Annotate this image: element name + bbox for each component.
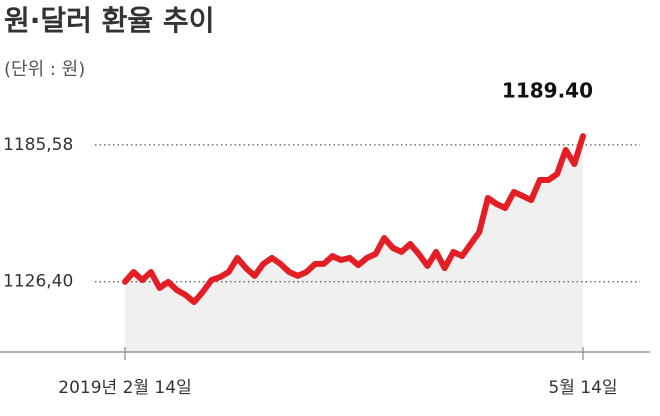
- x-tick-label: 5월 14일: [548, 378, 617, 398]
- x-tick-label: 2019년 2월 14일: [58, 378, 191, 398]
- y-tick-label: 1126,40: [3, 272, 73, 292]
- line: [122, 133, 586, 306]
- chart-subtitle: (단위 : 원): [4, 59, 85, 80]
- chart-title: 원·달러 환율 추이: [4, 4, 214, 37]
- y-tick-label: 1185,58: [3, 135, 73, 155]
- value-label: 1189.40: [502, 79, 593, 103]
- area: [125, 136, 583, 352]
